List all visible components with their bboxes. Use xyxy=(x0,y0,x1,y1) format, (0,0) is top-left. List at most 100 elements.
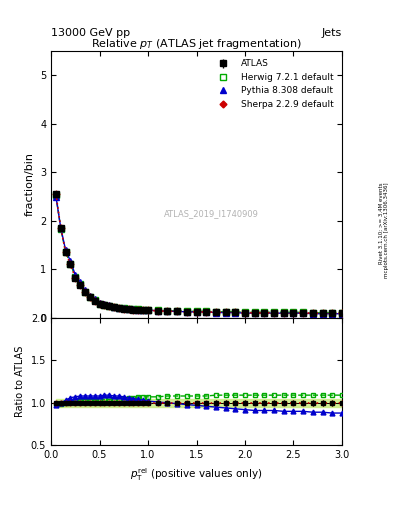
Pythia 8.308 default xyxy=(194,309,199,315)
Pythia 8.308 default xyxy=(252,310,257,316)
Line: Herwig 7.2.1 default: Herwig 7.2.1 default xyxy=(53,193,345,315)
Pythia 8.308 default xyxy=(223,309,228,315)
Sherpa 2.2.9 default xyxy=(141,307,145,313)
Sherpa 2.2.9 default xyxy=(117,305,121,311)
Herwig 7.2.1 default xyxy=(330,310,334,316)
Sherpa 2.2.9 default xyxy=(194,309,199,315)
Pythia 8.308 default xyxy=(136,307,141,313)
Sherpa 2.2.9 default xyxy=(68,261,73,267)
Y-axis label: Ratio to ATLAS: Ratio to ATLAS xyxy=(15,346,25,417)
Herwig 7.2.1 default xyxy=(213,309,218,315)
Sherpa 2.2.9 default xyxy=(59,225,63,231)
Pythia 8.308 default xyxy=(97,300,102,306)
Pythia 8.308 default xyxy=(291,310,296,316)
Title: Relative $p_{T}$ (ATLAS jet fragmentation): Relative $p_{T}$ (ATLAS jet fragmentatio… xyxy=(91,37,302,51)
Pythia 8.308 default xyxy=(146,307,151,313)
Pythia 8.308 default xyxy=(112,304,116,310)
Text: Jets: Jets xyxy=(321,28,342,38)
Herwig 7.2.1 default xyxy=(155,307,160,313)
Herwig 7.2.1 default xyxy=(126,306,131,312)
Herwig 7.2.1 default xyxy=(121,305,126,311)
Herwig 7.2.1 default xyxy=(252,309,257,315)
Herwig 7.2.1 default xyxy=(131,306,136,312)
Sherpa 2.2.9 default xyxy=(310,310,315,316)
Herwig 7.2.1 default xyxy=(73,274,78,280)
Herwig 7.2.1 default xyxy=(141,307,145,313)
Sherpa 2.2.9 default xyxy=(53,191,58,197)
Sherpa 2.2.9 default xyxy=(78,282,83,288)
Sherpa 2.2.9 default xyxy=(112,304,116,310)
Pythia 8.308 default xyxy=(204,309,209,315)
Sherpa 2.2.9 default xyxy=(340,310,344,316)
Pythia 8.308 default xyxy=(73,272,78,278)
Line: Sherpa 2.2.9 default: Sherpa 2.2.9 default xyxy=(53,191,344,316)
Sherpa 2.2.9 default xyxy=(92,297,97,304)
Sherpa 2.2.9 default xyxy=(301,310,305,316)
Herwig 7.2.1 default xyxy=(97,301,102,307)
Sherpa 2.2.9 default xyxy=(213,309,218,315)
Pythia 8.308 default xyxy=(88,292,92,298)
Herwig 7.2.1 default xyxy=(310,310,315,316)
Sherpa 2.2.9 default xyxy=(126,306,131,312)
Pythia 8.308 default xyxy=(131,306,136,312)
Pythia 8.308 default xyxy=(83,287,87,293)
Pythia 8.308 default xyxy=(107,303,112,309)
Pythia 8.308 default xyxy=(262,310,267,316)
Sherpa 2.2.9 default xyxy=(242,310,247,316)
Pythia 8.308 default xyxy=(330,311,334,317)
Sherpa 2.2.9 default xyxy=(136,307,141,313)
Pythia 8.308 default xyxy=(68,258,73,264)
Pythia 8.308 default xyxy=(121,305,126,311)
Sherpa 2.2.9 default xyxy=(184,309,189,315)
Pythia 8.308 default xyxy=(233,310,238,316)
Sherpa 2.2.9 default xyxy=(252,310,257,316)
Herwig 7.2.1 default xyxy=(117,305,121,311)
Pythia 8.308 default xyxy=(184,309,189,315)
Sherpa 2.2.9 default xyxy=(204,309,209,315)
Herwig 7.2.1 default xyxy=(262,309,267,315)
Pythia 8.308 default xyxy=(272,310,276,316)
Herwig 7.2.1 default xyxy=(242,309,247,315)
Sherpa 2.2.9 default xyxy=(281,310,286,316)
Herwig 7.2.1 default xyxy=(136,306,141,312)
Pythia 8.308 default xyxy=(213,309,218,315)
Sherpa 2.2.9 default xyxy=(330,310,334,316)
Pythia 8.308 default xyxy=(53,194,58,200)
Sherpa 2.2.9 default xyxy=(262,310,267,316)
X-axis label: $p_{\rm T}^{\rm rel}$ (positive values only): $p_{\rm T}^{\rm rel}$ (positive values o… xyxy=(130,466,263,483)
Herwig 7.2.1 default xyxy=(272,309,276,315)
Herwig 7.2.1 default xyxy=(281,309,286,315)
Sherpa 2.2.9 default xyxy=(131,307,136,313)
Herwig 7.2.1 default xyxy=(291,309,296,315)
Herwig 7.2.1 default xyxy=(112,304,116,310)
Sherpa 2.2.9 default xyxy=(291,310,296,316)
Pythia 8.308 default xyxy=(242,310,247,316)
Herwig 7.2.1 default xyxy=(233,309,238,315)
Herwig 7.2.1 default xyxy=(59,226,63,232)
Sherpa 2.2.9 default xyxy=(73,275,78,281)
Pythia 8.308 default xyxy=(117,305,121,311)
Herwig 7.2.1 default xyxy=(184,308,189,314)
Sherpa 2.2.9 default xyxy=(121,306,126,312)
Herwig 7.2.1 default xyxy=(194,308,199,314)
Sherpa 2.2.9 default xyxy=(146,307,151,313)
Pythia 8.308 default xyxy=(102,301,107,307)
Pythia 8.308 default xyxy=(175,308,180,314)
Pythia 8.308 default xyxy=(310,311,315,317)
Pythia 8.308 default xyxy=(340,311,344,317)
Herwig 7.2.1 default xyxy=(63,249,68,255)
Herwig 7.2.1 default xyxy=(83,289,87,295)
Herwig 7.2.1 default xyxy=(165,308,170,314)
Text: Rivet 3.1.10; >= 3.4M events
mcplots.cern.ch [arXiv:1306.3436]: Rivet 3.1.10; >= 3.4M events mcplots.cer… xyxy=(378,183,389,278)
Herwig 7.2.1 default xyxy=(102,302,107,308)
Sherpa 2.2.9 default xyxy=(97,301,102,307)
Herwig 7.2.1 default xyxy=(320,310,325,316)
Sherpa 2.2.9 default xyxy=(165,308,170,314)
Pythia 8.308 default xyxy=(301,310,305,316)
Sherpa 2.2.9 default xyxy=(88,294,92,301)
Pythia 8.308 default xyxy=(78,279,83,285)
Line: Pythia 8.308 default: Pythia 8.308 default xyxy=(53,194,345,316)
Sherpa 2.2.9 default xyxy=(272,310,276,316)
Pythia 8.308 default xyxy=(92,296,97,303)
Sherpa 2.2.9 default xyxy=(102,303,107,309)
